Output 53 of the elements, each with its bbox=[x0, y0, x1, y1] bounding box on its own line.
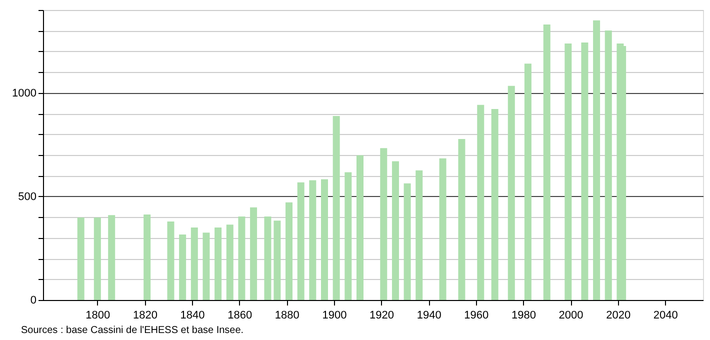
y-tick-label: 500 bbox=[18, 190, 36, 203]
bar bbox=[392, 161, 399, 300]
bar bbox=[309, 180, 316, 300]
y-tick-label: 1000 bbox=[12, 87, 36, 100]
bar bbox=[321, 179, 328, 300]
x-tick-label: 1920 bbox=[370, 310, 394, 322]
x-tick-label: 2020 bbox=[606, 310, 631, 322]
x-tick-label: 1940 bbox=[416, 310, 442, 322]
bar bbox=[581, 42, 588, 300]
x-tick-label: 1980 bbox=[511, 310, 536, 322]
bar bbox=[77, 218, 84, 300]
bar bbox=[167, 221, 174, 300]
x-tick-label: 1800 bbox=[86, 310, 110, 322]
bar bbox=[439, 158, 446, 300]
bar bbox=[144, 214, 151, 300]
bar bbox=[524, 64, 532, 300]
bar bbox=[380, 148, 388, 300]
bar bbox=[264, 216, 272, 300]
x-tick-label: 2000 bbox=[558, 310, 584, 322]
bar bbox=[491, 109, 498, 300]
x-tick-label: 1880 bbox=[274, 310, 300, 322]
bar bbox=[508, 86, 515, 300]
bar bbox=[477, 104, 484, 300]
bar bbox=[356, 155, 364, 300]
bar bbox=[202, 232, 210, 300]
bar bbox=[190, 228, 198, 300]
x-tick-label: 1900 bbox=[322, 310, 347, 322]
bar bbox=[564, 44, 572, 300]
bar bbox=[344, 172, 352, 300]
bar bbox=[458, 139, 466, 300]
x-tick-label: 1960 bbox=[464, 310, 489, 322]
x-tick-label: 2040 bbox=[653, 310, 678, 322]
bar bbox=[593, 20, 600, 300]
bar bbox=[94, 218, 101, 300]
bar bbox=[179, 234, 186, 300]
x-tick-label: 1860 bbox=[228, 310, 252, 322]
bar bbox=[250, 207, 258, 300]
bar bbox=[238, 216, 246, 300]
bar bbox=[604, 30, 612, 300]
bar bbox=[286, 202, 293, 300]
x-tick-label: 1820 bbox=[132, 310, 158, 322]
bar bbox=[297, 182, 304, 300]
bar bbox=[543, 24, 550, 300]
bar bbox=[416, 170, 423, 300]
bar bbox=[214, 228, 222, 300]
x-tick-label: 1840 bbox=[180, 310, 205, 322]
bar bbox=[332, 116, 340, 300]
bar bbox=[226, 224, 234, 300]
y-tick-label: 0 bbox=[30, 294, 36, 306]
source-note: Sources : base Cassini de l'EHESS et base Insee. bbox=[21, 325, 244, 336]
bar bbox=[108, 215, 116, 300]
bar bbox=[274, 220, 281, 300]
bar bbox=[404, 183, 411, 300]
